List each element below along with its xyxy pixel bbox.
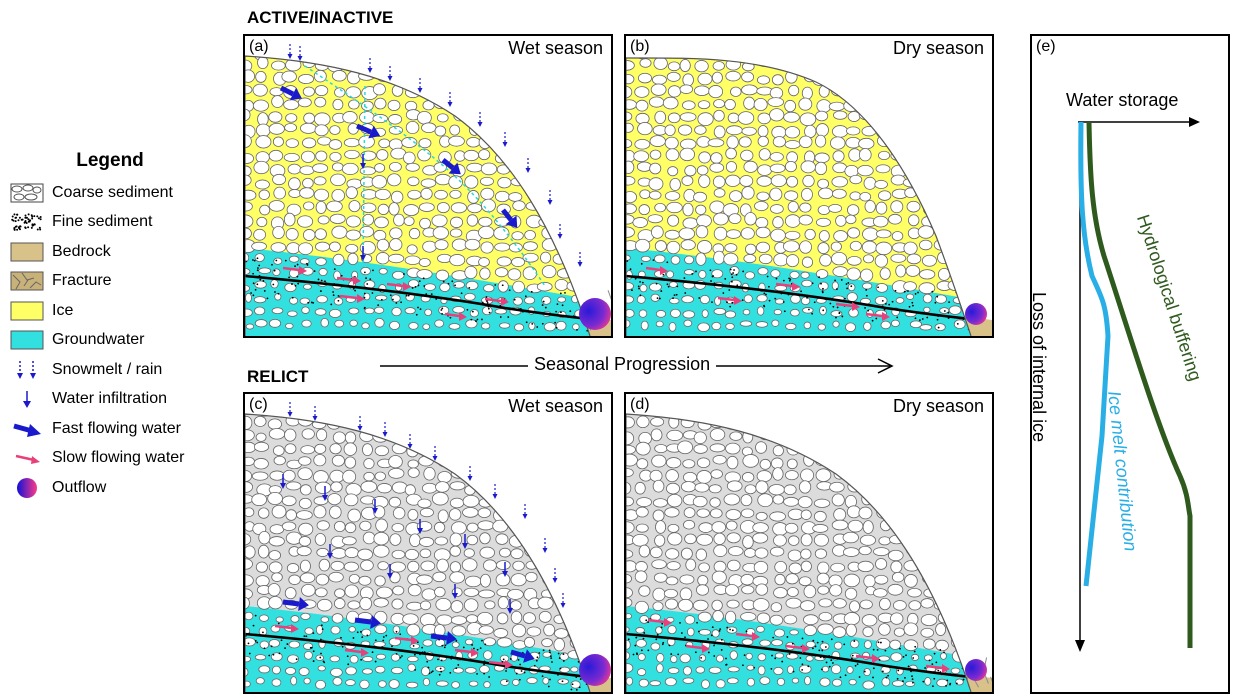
legend-item: Water infiltration: [10, 385, 235, 415]
storage-curves: [1075, 117, 1200, 652]
panel-d: (d) Dry season: [624, 392, 994, 694]
legend-item-label: Groundwater: [52, 331, 145, 349]
legend-item-label: Ice: [52, 301, 74, 319]
slow-flow-arrow: [865, 312, 883, 318]
ice-swatch: [10, 300, 44, 322]
outflow-circle-icon: [965, 659, 987, 681]
fast-flow-arrow: [441, 158, 455, 170]
legend-item: Fast flowing water: [10, 414, 235, 444]
slow-flow-arrow: [444, 312, 460, 318]
outflow-circle-icon: [965, 303, 987, 325]
legend-title: Legend: [76, 150, 144, 171]
dotted-arrows-icon: [10, 359, 44, 381]
fast-flow-arrow: [430, 633, 448, 641]
slow-flow-arrow: [344, 648, 362, 654]
panel-e: (e) Water storage Loss of internal ice H…: [1030, 34, 1230, 694]
slow-flow-arrow: [645, 266, 661, 272]
panel-tag: (a): [249, 38, 269, 55]
progression-label: Seasonal Progression: [528, 354, 717, 375]
legend-item-label: Outflow: [52, 478, 107, 496]
panel-b: (b) Dry season: [624, 34, 994, 338]
slow-flow-arrow: [717, 296, 735, 302]
legend-item: Coarse sediment: [10, 178, 235, 208]
y-axis-label: Loss of internal ice: [1030, 292, 1049, 443]
slow-flow-arrow: [925, 664, 943, 670]
season-label: Wet season: [508, 38, 603, 58]
debris-body: [245, 56, 590, 336]
season-label: Wet season: [508, 396, 603, 416]
fast-flow-arrow: [501, 208, 513, 222]
slow-flow-arrow: [835, 302, 853, 308]
debris-body: [245, 414, 590, 692]
slow-flow-arrow: [484, 297, 502, 303]
slow-flow-arrow: [647, 618, 665, 624]
y-axis-arrow-icon: [1075, 640, 1085, 652]
groundwater-swatch: [10, 329, 44, 351]
pink-arrow-icon: [10, 447, 44, 469]
legend-item-label: Fine sediment: [52, 213, 153, 231]
legend-item-label: Fracture: [52, 272, 112, 290]
slow-flow-arrow: [282, 266, 300, 272]
legend: Legend Coarse sediment Fine sediment Bedro…: [10, 150, 235, 503]
panel-tag: (e): [1036, 38, 1056, 55]
legend-item-label: Snowmelt / rain: [52, 360, 163, 378]
outflow-circle-icon: [579, 654, 611, 686]
panel-c: (c) Wet season: [243, 392, 613, 694]
hydrological-buffering-curve: [1086, 121, 1193, 648]
coarse-sediment-swatch: [10, 182, 44, 204]
debris-body: [626, 57, 971, 336]
x-axis-label: Water storage: [1066, 90, 1179, 110]
fast-flow-arrow: [354, 617, 372, 625]
slow-flow-arrow: [336, 276, 354, 282]
fast-flow-arrow: [279, 85, 295, 97]
legend-item-label: Bedrock: [52, 242, 111, 260]
legend-item-label: Water infiltration: [52, 390, 167, 408]
legend-item: Fracture: [10, 267, 235, 297]
fast-flow-arrow: [510, 649, 526, 659]
slow-flow-arrow: [386, 282, 404, 288]
legend-item: Fine sediment: [10, 208, 235, 238]
fracture-swatch: [10, 270, 44, 292]
debris-body: [626, 414, 971, 692]
panel-tag: (c): [249, 396, 268, 413]
legend-item: Snowmelt / rain: [10, 355, 235, 385]
legend-item-label: Slow flowing water: [52, 449, 185, 467]
slow-flow-arrow: [685, 644, 703, 650]
bedrock-swatch: [10, 241, 44, 263]
season-label: Dry season: [892, 38, 984, 58]
slow-flow-arrow: [855, 654, 873, 660]
outflow-circle-icon: [579, 298, 611, 330]
x-axis-arrow-icon: [1189, 117, 1200, 127]
panel-tag: (d): [630, 396, 650, 413]
slow-flow-arrow: [274, 624, 292, 630]
blue-arrow-icon: [10, 418, 44, 440]
relict-title: RELICT: [247, 367, 309, 386]
fast-flow-arrow: [282, 599, 300, 607]
panel-a: (a) Wet season: [243, 34, 613, 338]
legend-item: Ice: [10, 296, 235, 326]
legend-item: Groundwater: [10, 326, 235, 356]
legend-item: Bedrock: [10, 237, 235, 267]
slow-flow-arrow: [454, 648, 472, 654]
slow-flow-arrow: [339, 294, 358, 300]
legend-item: Outflow: [10, 473, 235, 503]
outflow-circle-icon: [10, 477, 44, 499]
seasonal-progression: Seasonal Progression: [380, 354, 900, 378]
panel-tag: (b): [630, 38, 650, 55]
slow-flow-arrow: [735, 632, 753, 638]
legend-item-label: Coarse sediment: [52, 183, 173, 201]
thin-arrow-icon: [10, 388, 44, 410]
slow-flow-arrow: [775, 282, 793, 288]
active-inactive-title: ACTIVE/INACTIVE: [247, 8, 394, 27]
slow-flow-arrow: [394, 636, 412, 642]
season-label: Dry season: [892, 396, 984, 416]
ice-melt-curve: [1078, 121, 1111, 587]
legend-item: Slow flowing water: [10, 444, 235, 474]
slow-flow-arrow: [488, 660, 506, 666]
legend-item-label: Fast flowing water: [52, 419, 181, 437]
fast-flow-arrow: [356, 123, 372, 135]
slow-flow-arrow: [785, 644, 803, 650]
fine-sediment-swatch: [10, 211, 44, 233]
